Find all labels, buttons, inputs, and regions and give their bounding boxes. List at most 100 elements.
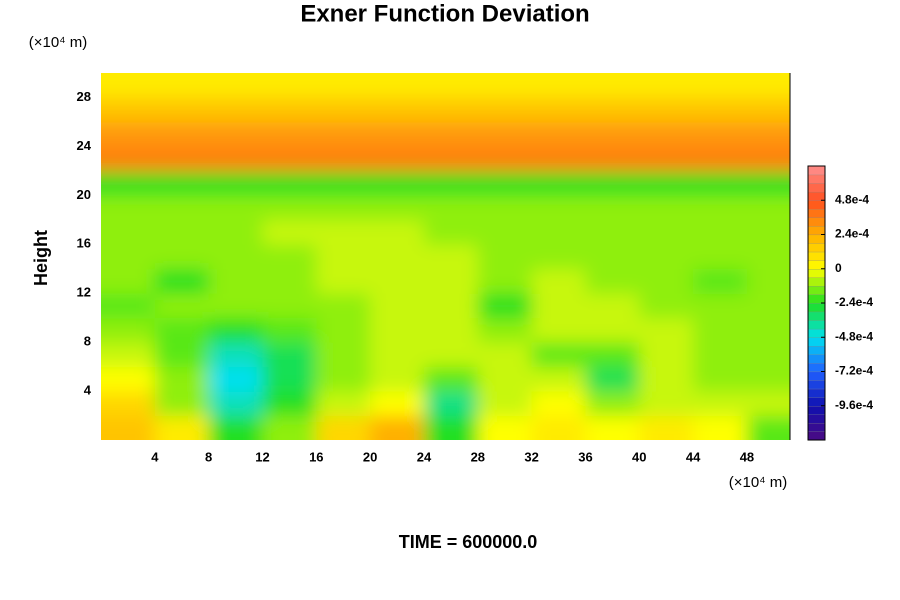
contour-cell: [639, 391, 694, 417]
y-tick-label: 12: [77, 285, 91, 300]
contour-cell: [477, 121, 533, 147]
contour-cell: [585, 244, 640, 270]
colorbar-band: [807, 208, 826, 218]
contour-cell: [423, 391, 479, 417]
colorbar-band: [807, 379, 826, 390]
colorbar-band: [807, 311, 826, 321]
contour-cell: [316, 415, 371, 440]
contour-cell: [101, 195, 156, 221]
contour-cell: [639, 317, 694, 343]
contour-cell: [316, 73, 371, 98]
contour-cell: [746, 195, 790, 221]
contour-cell: [639, 415, 694, 440]
colorbar-tick-label: 2.4e-4: [835, 227, 869, 241]
contour-cell: [262, 391, 317, 417]
contour-cell: [585, 195, 640, 221]
x-tick-label: 48: [740, 449, 754, 464]
contour-cell: [477, 146, 533, 172]
colorbar-band: [807, 191, 826, 201]
contour-cell: [423, 293, 479, 319]
contour-cell: [746, 170, 790, 196]
contour-cell: [639, 73, 694, 98]
contour-cell: [262, 317, 317, 343]
contour-cell: [585, 146, 640, 172]
contour-cell: [208, 195, 263, 221]
contour-cell: [262, 73, 317, 98]
contour-cell: [101, 97, 156, 123]
contour-cell: [154, 219, 210, 245]
contour-cell: [423, 97, 479, 123]
contour-cell: [531, 391, 586, 417]
colorbar-band: [807, 328, 826, 338]
colorbar-tick-label: -9.6e-4: [835, 398, 873, 412]
contour-cell: [531, 121, 586, 147]
contour-cell: [746, 268, 790, 294]
contour-cell: [101, 121, 156, 147]
contour-cell: [154, 268, 210, 294]
colorbar-band: [807, 294, 826, 304]
contour-cell: [746, 97, 790, 123]
contour-cell: [262, 244, 317, 270]
contour-cell: [154, 195, 210, 221]
contour-cell: [585, 170, 640, 196]
contour-cell: [585, 121, 640, 147]
contour-cell: [154, 391, 210, 417]
contour-cell: [693, 195, 748, 221]
contour-cell: [262, 342, 317, 368]
contour-cell: [693, 121, 748, 147]
contour-cell: [101, 317, 156, 343]
contour-cell: [639, 268, 694, 294]
contour-cell: [262, 195, 317, 221]
contour-cell: [101, 146, 156, 172]
contour-cell: [531, 73, 586, 98]
contour-cell: [262, 366, 317, 392]
contour-cell: [316, 317, 371, 343]
contour-cell: [208, 268, 263, 294]
contour-cell: [423, 317, 479, 343]
contour-cell: [154, 121, 210, 147]
contour-cell: [531, 170, 586, 196]
contour-cell: [316, 293, 371, 319]
contour-cell: [477, 293, 533, 319]
contour-cell: [746, 121, 790, 147]
x-tick-label: 12: [255, 449, 269, 464]
y-unit: (×10⁴ m): [29, 34, 88, 51]
colorbar-band: [807, 165, 826, 176]
contour-cell: [154, 73, 210, 98]
contour-cell: [101, 342, 156, 368]
time-label: TIME = 600000.0: [399, 532, 538, 552]
contour-cell: [531, 317, 586, 343]
colorbar-band: [807, 251, 826, 261]
x-tick-label: 4: [151, 449, 159, 464]
contour-cell: [585, 293, 640, 319]
contour-cell: [154, 97, 210, 123]
contour-cell: [693, 391, 748, 417]
colorbar-band: [807, 405, 826, 415]
contour-cell: [316, 219, 371, 245]
contour-cell: [154, 244, 210, 270]
colorbar-band: [807, 431, 826, 441]
contour-cell: [585, 73, 640, 98]
contour-cell: [316, 195, 371, 221]
colorbar-band: [807, 302, 826, 313]
contour-cell: [154, 146, 210, 172]
contour-cell: [477, 219, 533, 245]
contour-cell: [639, 97, 694, 123]
contour-cell: [477, 415, 533, 440]
contour-cell: [693, 293, 748, 319]
contour-cell: [477, 391, 533, 417]
contour-cell: [531, 219, 586, 245]
contour-cell: [370, 268, 425, 294]
colorbar-band: [807, 285, 826, 295]
y-tick-label: 24: [77, 138, 92, 153]
contour-cell: [208, 97, 263, 123]
contour-cell: [477, 317, 533, 343]
contour-cell: [477, 170, 533, 196]
contour-cell: [262, 293, 317, 319]
contour-cell: [101, 415, 156, 440]
colorbar-band: [807, 174, 826, 184]
contour-cell: [585, 415, 640, 440]
contour-cell: [262, 146, 317, 172]
contour-cell: [208, 219, 263, 245]
contour-cell: [262, 97, 317, 123]
